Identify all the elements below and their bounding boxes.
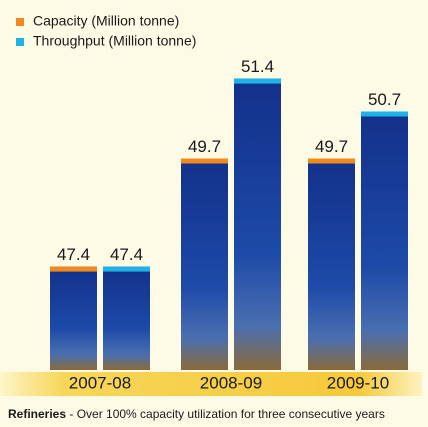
legend-swatch: [16, 38, 24, 46]
legend-swatch: [16, 18, 24, 26]
legend-label: Capacity (Million tonne): [33, 13, 179, 29]
x-tick-label: 2009-10: [327, 373, 389, 392]
bar-cap: [103, 266, 150, 272]
bar-cap: [181, 158, 228, 164]
bar-cap: [50, 266, 97, 272]
value-label: 49.7: [188, 137, 221, 156]
category-ribbon: [0, 372, 422, 396]
legend-label: Throughput (Million tonne): [33, 33, 196, 49]
bar-cap: [234, 78, 281, 84]
bar: [308, 158, 355, 370]
bar: [50, 266, 97, 370]
x-tick-label: 2008-09: [200, 373, 262, 392]
value-label: 47.4: [57, 245, 90, 264]
footnote-bold: Refineries: [8, 407, 66, 421]
value-label: 50.7: [368, 90, 401, 109]
x-tick-label: 2007-08: [69, 373, 131, 392]
bar: [103, 266, 150, 370]
bar: [361, 111, 408, 370]
bar: [181, 158, 228, 370]
value-label: 49.7: [315, 137, 348, 156]
footnote: Refineries - Over 100% capacity utilizat…: [8, 407, 385, 421]
footnote-text: - Over 100% capacity utilization for thr…: [66, 407, 385, 421]
bar-cap: [361, 111, 408, 117]
value-label: 51.4: [241, 57, 274, 76]
bar: [234, 78, 281, 370]
value-label: 47.4: [110, 245, 143, 264]
bar-cap: [308, 158, 355, 164]
